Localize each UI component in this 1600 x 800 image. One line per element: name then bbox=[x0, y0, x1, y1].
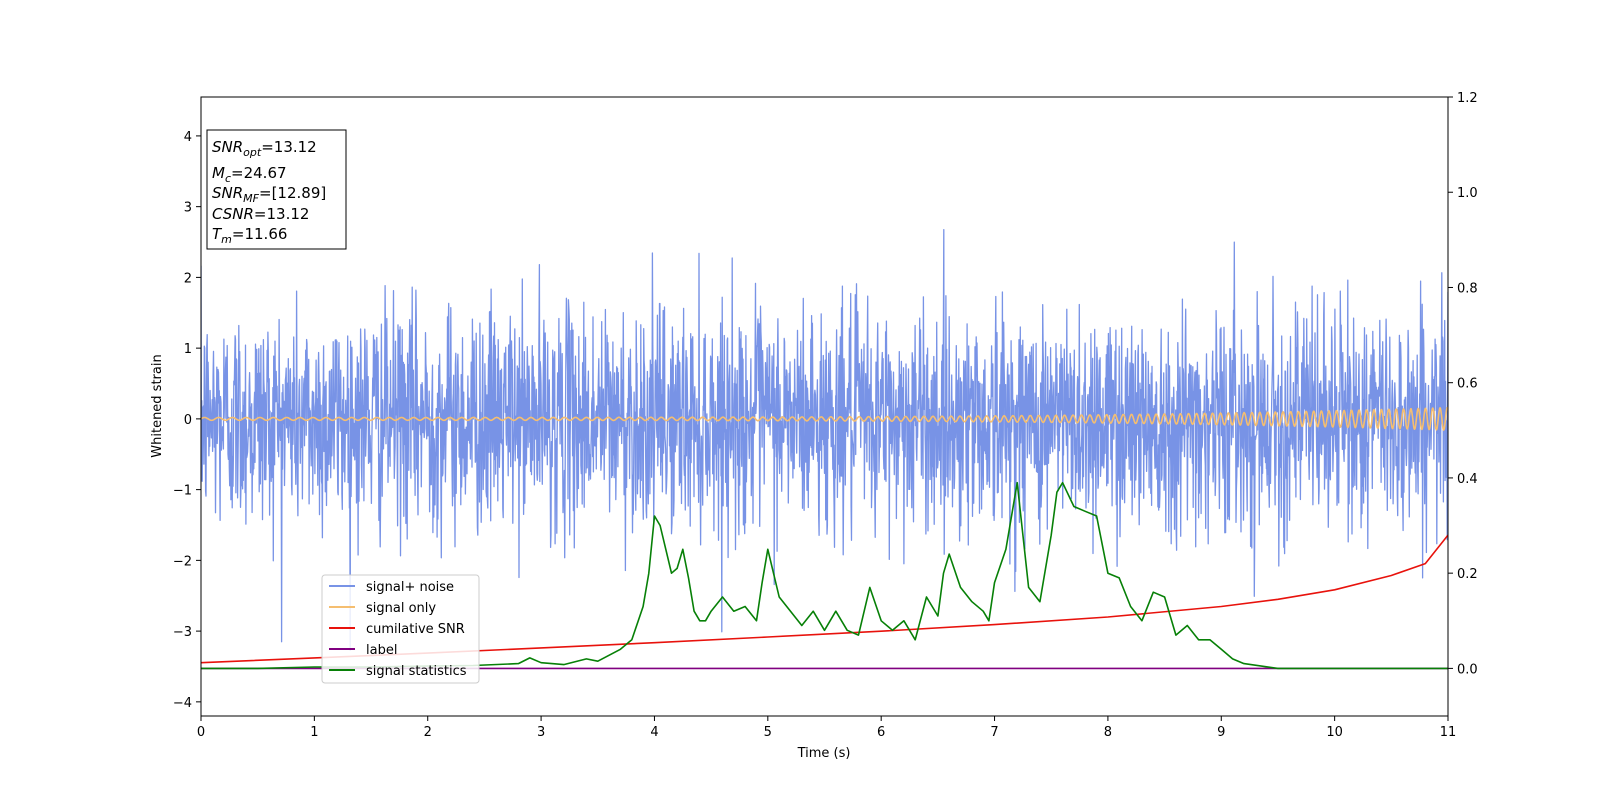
y-left-tick-label: 2 bbox=[184, 271, 192, 286]
legend-frame bbox=[321, 574, 480, 684]
y-right-tick-label: 0.2 bbox=[1457, 567, 1478, 582]
y-right-tick-label: 0.4 bbox=[1457, 472, 1478, 487]
annotation-line: SNRMF=[12.89] bbox=[212, 184, 326, 205]
legend: signal+ noise signal only cumilative SNR la… bbox=[321, 574, 480, 684]
x-tick-label: 2 bbox=[424, 725, 432, 740]
x-tick-label: 5 bbox=[764, 725, 772, 740]
y-axis-left: −4 −3 −2 −1 0 1 2 3 4 bbox=[173, 130, 201, 711]
x-tick-label: 4 bbox=[650, 725, 658, 740]
annotation-line: SNRopt=13.12 bbox=[212, 138, 317, 159]
y-left-tick-label: 1 bbox=[184, 342, 192, 357]
legend-label: signal+ noise bbox=[366, 580, 454, 595]
y-axis-right: 0.0 0.2 0.4 0.6 0.8 1.0 1.2 bbox=[1448, 91, 1478, 677]
x-tick-label: 10 bbox=[1326, 725, 1343, 740]
y-left-tick-label: −2 bbox=[173, 554, 192, 569]
y-right-tick-label: 0.0 bbox=[1457, 662, 1478, 677]
x-tick-label: 8 bbox=[1104, 725, 1112, 740]
y-right-tick-label: 1.2 bbox=[1457, 91, 1478, 106]
series-line-0 bbox=[201, 228, 1448, 651]
legend-label: signal statistics bbox=[366, 664, 467, 679]
x-tick-label: 7 bbox=[990, 725, 998, 740]
y-right-tick-label: 0.8 bbox=[1457, 281, 1478, 296]
x-tick-label: 3 bbox=[537, 725, 545, 740]
annotation-frame bbox=[206, 129, 347, 250]
x-tick-label: 11 bbox=[1440, 725, 1457, 740]
annotation-line: Tm=11.66 bbox=[212, 225, 287, 246]
y-left-tick-label: −1 bbox=[173, 484, 192, 499]
x-tick-label: 9 bbox=[1217, 725, 1225, 740]
series-line-4 bbox=[201, 481, 1448, 670]
y-axis-label: Whitened strain bbox=[150, 354, 165, 457]
annotation-line: Mc=24.67 bbox=[212, 164, 287, 185]
legend-label: cumilative SNR bbox=[366, 622, 465, 637]
legend-label: label bbox=[366, 643, 397, 658]
y-left-tick-label: 4 bbox=[184, 130, 192, 145]
y-left-tick-label: −3 bbox=[173, 625, 192, 640]
y-right-tick-label: 0.6 bbox=[1457, 377, 1478, 392]
y-left-tick-label: 0 bbox=[184, 413, 192, 428]
annotation-line: CSNR=13.12 bbox=[212, 205, 309, 223]
y-left-tick-label: 3 bbox=[184, 201, 192, 216]
x-tick-label: 1 bbox=[310, 725, 318, 740]
annotation-box: SNRopt=13.12 Mc=24.67SNRMF=[12.89]CSNR=13… bbox=[206, 129, 347, 250]
y-right-tick-label: 1.0 bbox=[1457, 186, 1478, 201]
x-tick-label: 6 bbox=[877, 725, 885, 740]
plot-frame bbox=[200, 96, 1449, 717]
legend-label: signal only bbox=[366, 601, 436, 616]
series-line-1 bbox=[201, 406, 1448, 431]
x-tick-label: 0 bbox=[197, 725, 205, 740]
y-left-tick-label: −4 bbox=[173, 696, 192, 711]
x-axis-label: Time (s) bbox=[797, 746, 851, 761]
x-axis: 0 1 2 3 4 5 6 7 8 9 10 11 bbox=[197, 716, 1456, 740]
